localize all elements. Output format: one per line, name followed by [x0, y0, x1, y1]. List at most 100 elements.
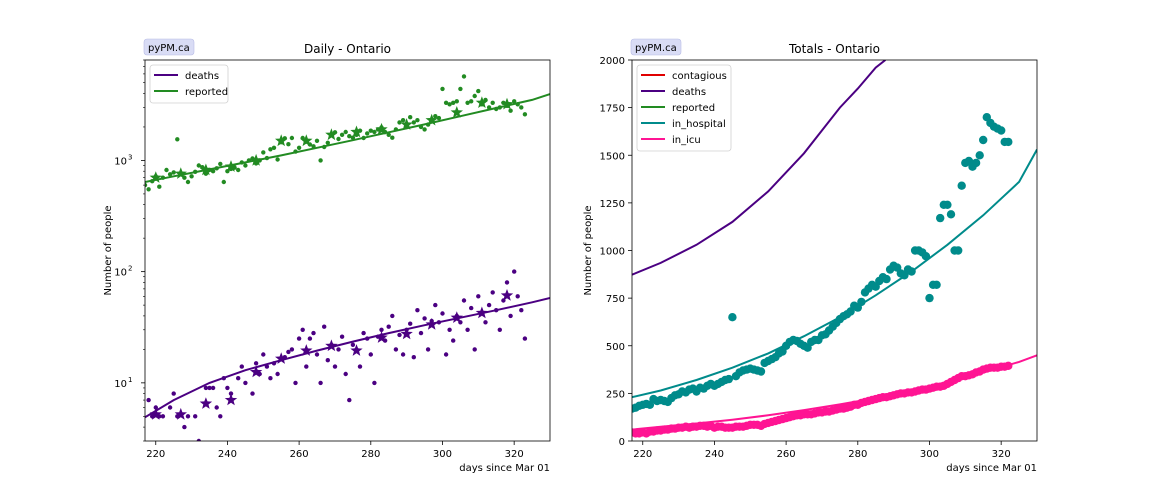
data-point-reported	[314, 138, 320, 143]
data-point-in_hospital	[997, 126, 1006, 135]
plot-area	[632, 60, 1037, 438]
data-point-deaths	[214, 405, 219, 410]
chart-title: Daily - Ontario	[304, 42, 391, 56]
y-axis-label: Number of people	[103, 205, 114, 295]
data-point-reported	[361, 135, 366, 141]
weekly-star-deaths	[450, 311, 463, 323]
x-tick-label: 320	[992, 449, 1011, 460]
data-point-reported	[461, 74, 467, 79]
data-point-reported	[415, 118, 420, 123]
data-point-deaths	[289, 347, 295, 352]
data-point-reported	[443, 100, 449, 106]
data-point-in_hospital	[724, 374, 733, 384]
data-point-deaths	[497, 327, 502, 332]
y-tick-exponent: 2	[128, 265, 132, 273]
legend-entry: in_icu	[672, 135, 701, 146]
data-point-reported	[454, 99, 459, 104]
y-tick-label: 1500	[600, 151, 625, 162]
data-point-deaths	[250, 391, 255, 396]
data-point-deaths	[275, 371, 280, 377]
badge-box	[630, 38, 682, 56]
data-point-deaths	[182, 424, 187, 430]
data-point-reported	[486, 105, 492, 110]
data-point-in_hospital	[957, 181, 966, 190]
y-tick-label: 500	[606, 342, 625, 353]
data-point-reported	[465, 100, 470, 106]
data-point-in_hospital	[979, 135, 988, 145]
data-point-reported	[436, 115, 442, 121]
data-point-deaths	[339, 334, 345, 339]
data-point-reported	[390, 135, 395, 140]
data-point-deaths	[271, 361, 277, 366]
legend-entry: deaths	[185, 71, 219, 82]
weekly-star-reported	[249, 153, 263, 166]
data-point-deaths	[368, 352, 373, 357]
data-point-reported	[494, 106, 499, 112]
weekly-star-reported	[375, 122, 388, 135]
data-point-reported	[519, 105, 524, 110]
data-point-deaths	[490, 290, 495, 295]
weekly-star-reported	[350, 125, 363, 138]
y-tick-label: 10	[114, 268, 127, 279]
data-point-deaths	[167, 405, 173, 410]
data-point-deaths	[447, 327, 452, 332]
data-point-reported	[343, 129, 348, 135]
data-point-deaths	[210, 385, 216, 391]
legend-entry: reported	[185, 87, 228, 98]
plot-frame	[144, 59, 551, 442]
data-point-deaths	[300, 327, 305, 332]
data-point-reported	[411, 120, 416, 125]
weekly-star-reported	[149, 171, 162, 183]
y-tick-label: 1750	[600, 104, 625, 115]
y-tick-label: 1250	[600, 199, 625, 210]
data-point-in_hospital	[907, 267, 916, 276]
data-point-deaths	[397, 332, 402, 338]
weekly-star-reported	[325, 128, 338, 141]
data-point-deaths	[153, 405, 158, 410]
data-point-deaths	[203, 385, 209, 391]
x-tick-label: 300	[433, 449, 452, 460]
data-point-reported	[264, 155, 270, 161]
data-point-deaths	[465, 327, 470, 332]
legend-entry: in_hospital	[672, 119, 726, 130]
data-point-reported	[145, 182, 148, 188]
y-tick-label: 750	[606, 294, 625, 305]
data-point-deaths	[268, 376, 273, 381]
x-tick-label: 220	[146, 449, 165, 460]
y-tick-exponent: 1	[128, 376, 132, 384]
data-point-in_hospital	[943, 200, 952, 209]
weekly-star-deaths	[149, 407, 162, 420]
data-point-reported	[458, 86, 463, 92]
data-point-in_hospital	[954, 246, 963, 255]
data-point-deaths	[436, 320, 442, 325]
legend-entry: contagious	[672, 71, 727, 82]
x-tick-label: 300	[920, 449, 939, 460]
data-point-reported	[293, 149, 298, 154]
legend-entry: deaths	[672, 87, 706, 98]
data-point-reported	[325, 140, 330, 145]
data-point-deaths	[472, 347, 477, 352]
data-point-reported	[296, 145, 302, 150]
totals-chart: 220 240 260 280 300 320 0 250 500 750 1000 1250 1500…	[583, 38, 1038, 474]
y-tick-label: 1000	[600, 247, 625, 258]
data-point-reported	[508, 108, 513, 113]
weekly-star-reported	[450, 106, 463, 118]
data-point-reported	[451, 100, 456, 106]
data-point-deaths	[207, 385, 212, 391]
data-point-deaths	[415, 308, 420, 313]
data-point-in_hospital	[882, 274, 891, 284]
data-point-deaths	[443, 352, 449, 357]
y-tick-label: 250	[606, 389, 625, 400]
data-point-deaths	[372, 380, 377, 386]
badge-label: pyPM.ca	[148, 43, 190, 54]
data-point-reported	[246, 158, 252, 163]
data-point-reported	[167, 172, 173, 177]
data-point-deaths	[311, 330, 316, 336]
weekly-star-deaths	[400, 327, 413, 340]
data-point-reported	[239, 160, 244, 165]
data-point-in_hospital	[728, 313, 737, 322]
data-point-deaths	[433, 302, 438, 308]
data-point-deaths	[228, 391, 234, 396]
data-point-reported	[433, 114, 438, 119]
